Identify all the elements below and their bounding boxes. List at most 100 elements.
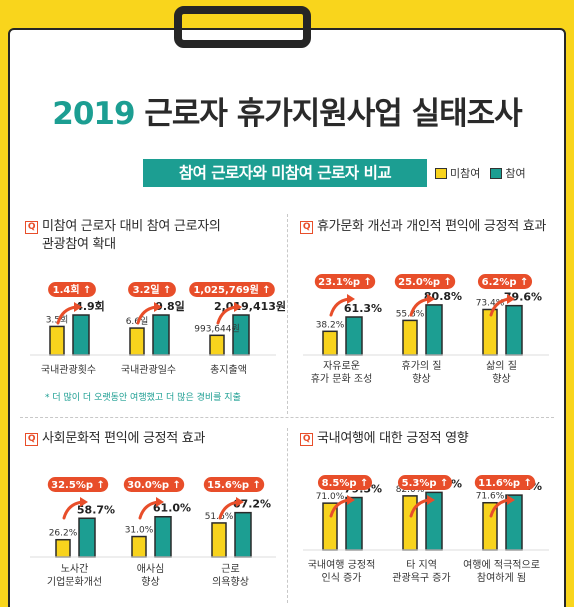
- bar-nonparticipant: [209, 334, 225, 356]
- trend-arrow-icon: [136, 305, 158, 325]
- value-label-nonparticipant: 71.6%: [476, 492, 505, 502]
- trend-arrow-icon: [409, 297, 431, 317]
- difference-badge: [47, 477, 109, 492]
- value-label-participant: 61.3%: [344, 302, 382, 315]
- value-label-participant: 58.7%: [77, 503, 115, 516]
- trend-arrowhead-icon: [154, 302, 162, 312]
- bar-participant: [78, 517, 96, 558]
- difference-label: 30.0%p ↑: [127, 480, 181, 491]
- difference-label: 15.6%p ↑: [207, 480, 261, 491]
- divider-horizontal: [20, 417, 554, 418]
- bar-nonparticipant: [402, 319, 418, 356]
- bar-nonparticipant: [131, 535, 147, 558]
- difference-label: 11.6%p ↑: [478, 478, 532, 489]
- trend-arrowhead-icon: [74, 302, 82, 312]
- trend-arrow-icon: [216, 305, 238, 325]
- value-label-nonparticipant: 38.2%: [316, 320, 345, 330]
- difference-badge: [477, 274, 533, 289]
- q-badge-icon: Q: [300, 221, 313, 234]
- trend-arrow-icon: [329, 498, 351, 518]
- category-label: 관광욕구 증가: [392, 572, 450, 584]
- category-label: 기업문화개선: [47, 575, 102, 588]
- panel-4-title: Q 국내여행에 대한 긍정적 영향: [300, 430, 560, 448]
- legend-swatch-nonparticipant: [435, 167, 447, 179]
- category-label: 국내관광일수: [121, 364, 176, 376]
- difference-badge: [203, 477, 265, 492]
- value-label-nonparticipant: 993,644원: [194, 323, 240, 334]
- difference-label: 1.4회 ↑: [53, 283, 92, 296]
- q-badge-icon: Q: [300, 433, 313, 446]
- panel-4-title-line-1: 국내여행에 대한 긍정적 영향: [317, 431, 469, 446]
- panel-1-note: * 더 많이 더 오랫동안 여행했고 더 많은 경비를 지출: [45, 393, 241, 403]
- bar-participant: [345, 496, 363, 551]
- difference-badge: [123, 477, 185, 492]
- category-label: 총지출액: [210, 364, 247, 376]
- bar-nonparticipant: [482, 308, 498, 356]
- bar-nonparticipant: [402, 495, 418, 551]
- category-label: 휴가의 질: [402, 360, 442, 372]
- trend-arrow-icon: [409, 498, 431, 518]
- value-label-participant: 79.6%: [504, 291, 542, 304]
- trend-arrowhead-icon: [234, 302, 242, 312]
- category-label: 의욕향상: [212, 576, 249, 588]
- difference-label: 25.0%p ↑: [398, 277, 452, 288]
- panel-2-title: Q 휴가문화 개선과 개인적 편익에 긍정적 효과: [300, 218, 560, 236]
- trend-arrow-icon: [489, 297, 511, 317]
- category-label: 국내여행 긍정적: [308, 559, 376, 571]
- difference-label: 32.5%p ↑: [51, 480, 105, 491]
- bar-participant: [234, 511, 252, 558]
- category-label: 향상: [492, 373, 510, 385]
- category-label: 인식 증가: [322, 572, 362, 584]
- page-title: 2019 근로자 휴가지원사업 실태조사: [0, 88, 574, 133]
- difference-label: 3.2일 ↑: [133, 283, 172, 296]
- difference-badge: [397, 475, 453, 490]
- bar-nonparticipant: [49, 325, 65, 356]
- bar-participant: [425, 304, 443, 356]
- difference-badge: [394, 274, 456, 289]
- trend-arrow-icon: [62, 500, 84, 520]
- value-label-participant: 4.9회: [75, 299, 105, 313]
- value-label-nonparticipant: 26.2%: [49, 529, 78, 539]
- category-label: 애사심: [137, 563, 165, 575]
- value-label-nonparticipant: 71.0%: [316, 492, 345, 502]
- difference-label: 1,025,769원 ↑: [193, 283, 270, 296]
- trend-arrowhead-icon: [347, 294, 355, 304]
- difference-badge: [48, 282, 96, 297]
- trend-arrowhead-icon: [236, 497, 244, 507]
- title-text: 근로자 휴가지원사업 실태조사: [144, 96, 522, 132]
- divider-vertical-top: [287, 214, 288, 414]
- category-label: 여행에 적극적으로: [463, 559, 540, 571]
- category-label: 자유로운: [323, 360, 360, 372]
- panel-1-title-line-2: 관광참여 확대: [42, 237, 116, 252]
- panel-3-title: Q 사회문화적 편익에 긍정적 효과: [25, 430, 280, 448]
- value-label-participant: 61.0%: [153, 502, 191, 515]
- bar-participant: [505, 304, 523, 356]
- difference-label: 8.5%p ↑: [322, 478, 369, 489]
- clipboard-clip-icon: [174, 6, 311, 48]
- trend-arrowhead-icon: [507, 294, 515, 304]
- trend-arrowhead-icon: [507, 495, 515, 505]
- category-label: 향상: [141, 576, 159, 588]
- value-label-participant: 2,019,413원: [214, 299, 286, 313]
- bar-participant: [345, 316, 363, 356]
- category-label: 타 지역: [406, 559, 437, 571]
- value-label-nonparticipant: 31.0%: [125, 526, 154, 536]
- category-label: 국내관광횟수: [41, 364, 96, 376]
- category-label: 삶의 질: [486, 360, 517, 372]
- difference-badge: [189, 282, 275, 297]
- trend-arrowhead-icon: [347, 495, 355, 505]
- q-badge-icon: Q: [25, 433, 38, 446]
- value-label-participant: 67.2%: [233, 498, 271, 511]
- legend-label-participant: 참여: [505, 167, 526, 180]
- value-label-nonparticipant: 3.5회: [46, 314, 69, 325]
- value-label-participant: 9.8일: [155, 299, 185, 313]
- trend-arrowhead-icon: [80, 497, 88, 507]
- trend-arrowhead-icon: [427, 294, 435, 304]
- title-year: 2019: [52, 96, 135, 132]
- bar-participant: [154, 515, 172, 558]
- bar-participant: [152, 314, 170, 356]
